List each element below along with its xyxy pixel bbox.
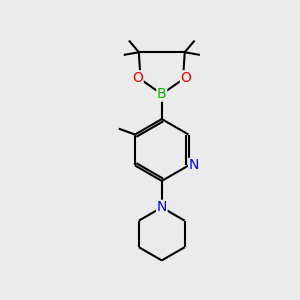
Text: B: B [157, 87, 166, 101]
Text: N: N [189, 158, 199, 172]
Text: O: O [132, 71, 143, 85]
Text: O: O [181, 71, 191, 85]
Text: N: N [157, 200, 167, 214]
